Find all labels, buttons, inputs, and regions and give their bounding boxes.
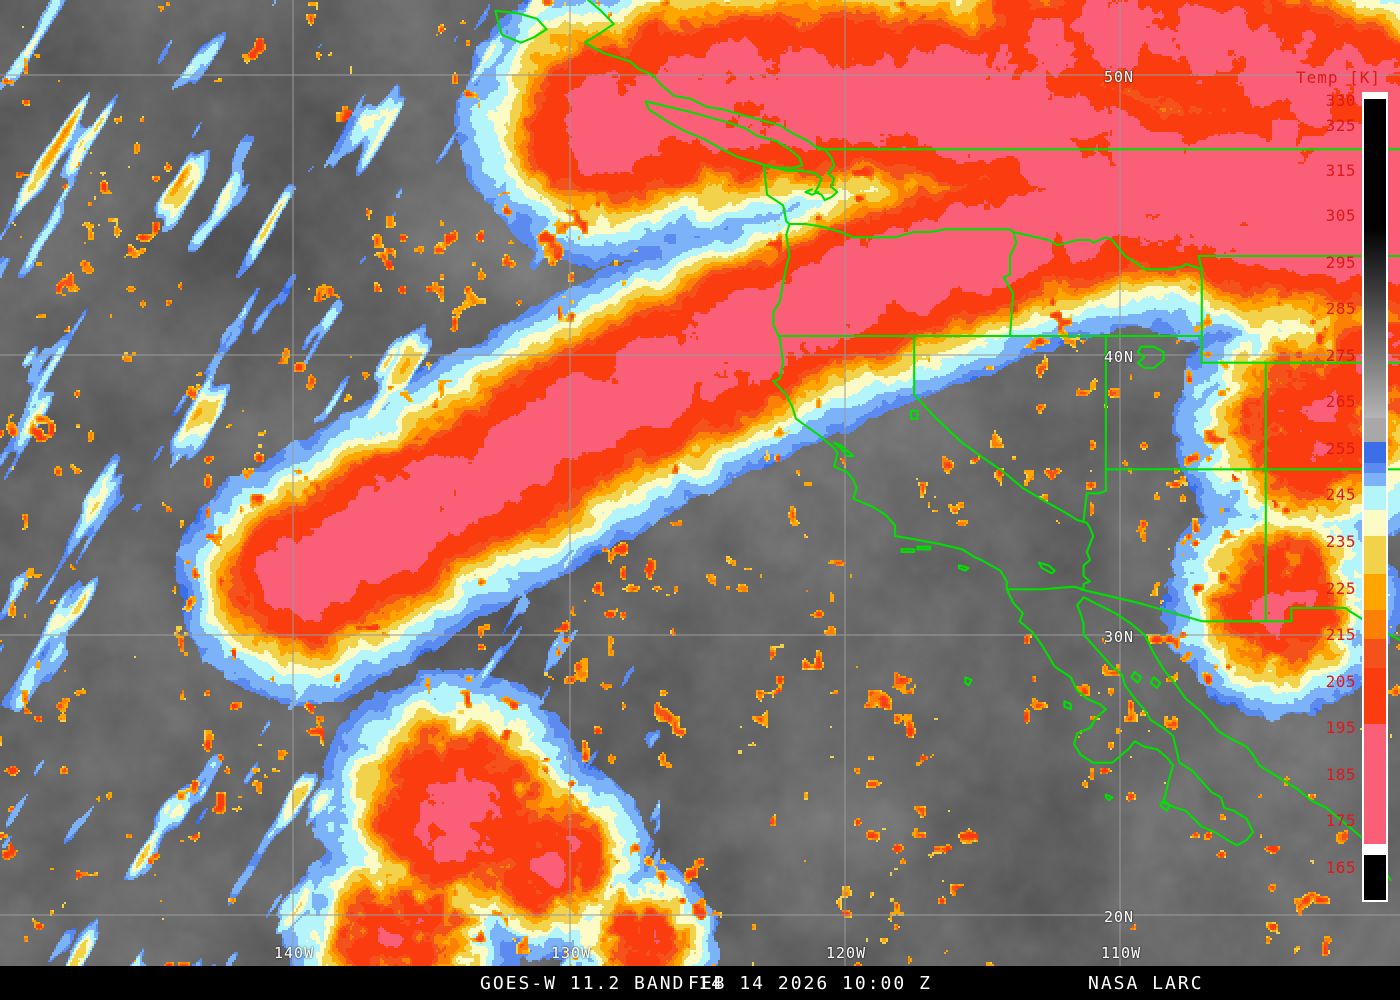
ca-az-border	[1082, 521, 1095, 591]
nv-ut-border	[1082, 334, 1107, 522]
colorbar-tick: 205	[1325, 672, 1356, 691]
longitude-label: 130W	[551, 944, 592, 962]
bc-mainland-coast	[583, 0, 826, 151]
channel-islands-a	[900, 548, 916, 554]
caption-timestamp: FEB 14 2026 10:00 Z	[688, 972, 932, 994]
id-mt-border	[1012, 230, 1203, 271]
coastlines-and-borders	[494, 0, 1400, 882]
colorbar-tick: 235	[1325, 532, 1356, 551]
revilla-island	[1104, 793, 1114, 802]
colorbar-tick: 225	[1325, 579, 1356, 598]
colorbar-tick: 285	[1325, 299, 1356, 318]
colorbar-segment	[1364, 472, 1386, 486]
colorbar-segment	[1364, 667, 1386, 725]
colorbar-tick: 245	[1325, 485, 1356, 504]
wy-id-border	[1197, 254, 1203, 338]
latitude-label: 50N	[1104, 68, 1135, 86]
colorbar-segment	[1364, 609, 1386, 639]
colorbar-tick: 255	[1325, 439, 1356, 458]
caption-product: GOES-W 11.2 BAND 14	[480, 972, 724, 994]
colorbar-tick: 275	[1325, 346, 1356, 365]
caption-bar: GOES-W 11.2 BAND 14 FEB 14 2026 10:00 Z …	[0, 966, 1400, 1000]
wa-or-border	[788, 222, 1015, 239]
colorbar-segment	[1364, 98, 1386, 227]
magdalena-island	[1159, 798, 1171, 812]
us-mexico-border	[1005, 585, 1400, 642]
colorbar-segment	[1364, 535, 1386, 575]
vancouver-island	[644, 100, 804, 170]
id-or-border	[1002, 230, 1018, 338]
longitude-label: 120W	[826, 944, 867, 962]
colorbar-segment	[1364, 485, 1386, 510]
colorbar-segment	[1364, 854, 1386, 900]
colorbar-tick: 215	[1325, 625, 1356, 644]
colorbar-tick: 265	[1325, 392, 1356, 411]
colorbar-segment	[1364, 509, 1386, 536]
lake-tahoe	[909, 409, 919, 420]
colorbar-tick: 305	[1325, 206, 1356, 225]
colorbar	[1362, 92, 1388, 902]
salton-sea	[1037, 561, 1056, 575]
great-salt-lake	[1136, 345, 1165, 370]
ca-nv-border	[913, 334, 1088, 524]
colorbar-segment	[1364, 843, 1386, 855]
longitude-label: 140W	[274, 944, 315, 962]
colorbar-tick: 330	[1325, 91, 1356, 110]
colorbar-segment	[1364, 226, 1386, 418]
colorbar-tick: 325	[1325, 116, 1356, 135]
isla-angel	[1130, 670, 1143, 684]
coast-main	[762, 164, 1255, 847]
colorbar-tick: 165	[1325, 858, 1356, 877]
colorbar-segment	[1364, 724, 1386, 844]
puget-sound	[766, 148, 839, 202]
olympic-inlet	[804, 188, 820, 196]
latitude-label: 40N	[1104, 348, 1135, 366]
ut-wy-co-border	[1200, 334, 1267, 471]
colorbar-segment	[1364, 94, 1386, 99]
santa-catalina	[957, 564, 970, 572]
colorbar-gradient	[1364, 94, 1386, 900]
colorbar-segment	[1364, 574, 1386, 610]
colorbar-title: Temp [K]	[1296, 68, 1382, 87]
haida-gwaii	[494, 9, 548, 44]
colorbar-segment	[1364, 418, 1386, 443]
latitude-label: 20N	[1104, 908, 1135, 926]
colorbar-tick: 295	[1325, 253, 1356, 272]
colorbar-tick: 185	[1325, 765, 1356, 784]
channel-islands-b	[916, 545, 932, 551]
isla-cedros	[1063, 700, 1072, 711]
guadalupe-island	[964, 676, 973, 687]
mexico-west-coast	[1082, 596, 1392, 882]
colorbar-tick: 315	[1325, 161, 1356, 180]
graticule-lines	[0, 0, 1400, 966]
longitude-label: 110W	[1101, 944, 1142, 962]
isla-tiburon	[1149, 676, 1162, 690]
colorbar-tick: 175	[1325, 811, 1356, 830]
baja-east	[1076, 596, 1255, 834]
caption-source: NASA LARC	[1088, 972, 1204, 994]
latitude-label: 30N	[1104, 628, 1135, 646]
colorbar-segment	[1364, 638, 1386, 668]
colorbar-tick: 195	[1325, 718, 1356, 737]
colorbar-segment	[1364, 442, 1386, 464]
colorbar-segment	[1364, 463, 1386, 473]
sf-bay	[833, 441, 855, 458]
